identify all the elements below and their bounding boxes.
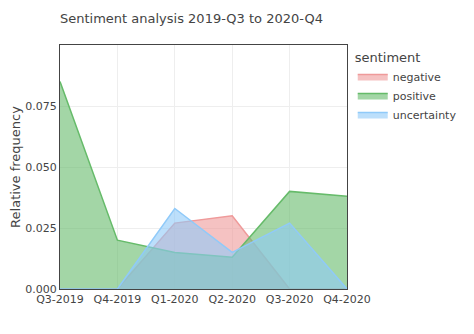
svg-text:Sentiment analysis 2019-Q3 to: Sentiment analysis 2019-Q3 to 2020-Q4 (60, 11, 323, 26)
svg-text:Q4-2020: Q4-2020 (323, 293, 371, 306)
svg-text:Q3-2019: Q3-2019 (36, 293, 84, 306)
svg-text:positive: positive (393, 90, 436, 103)
svg-text:Q4-2019: Q4-2019 (94, 293, 142, 306)
svg-text:0.025: 0.025 (25, 222, 57, 235)
svg-text:Relative frequency: Relative frequency (8, 106, 23, 228)
svg-text:Q1-2020: Q1-2020 (151, 293, 199, 306)
svg-text:0.075: 0.075 (25, 100, 57, 113)
svg-text:sentiment: sentiment (355, 50, 421, 65)
svg-text:negative: negative (393, 71, 441, 84)
svg-text:uncertainty: uncertainty (393, 109, 457, 122)
svg-text:0.050: 0.050 (25, 161, 57, 174)
svg-text:0.000: 0.000 (25, 283, 57, 296)
svg-text:Q2-2020: Q2-2020 (208, 293, 256, 306)
svg-text:Q3-2020: Q3-2020 (266, 293, 314, 306)
